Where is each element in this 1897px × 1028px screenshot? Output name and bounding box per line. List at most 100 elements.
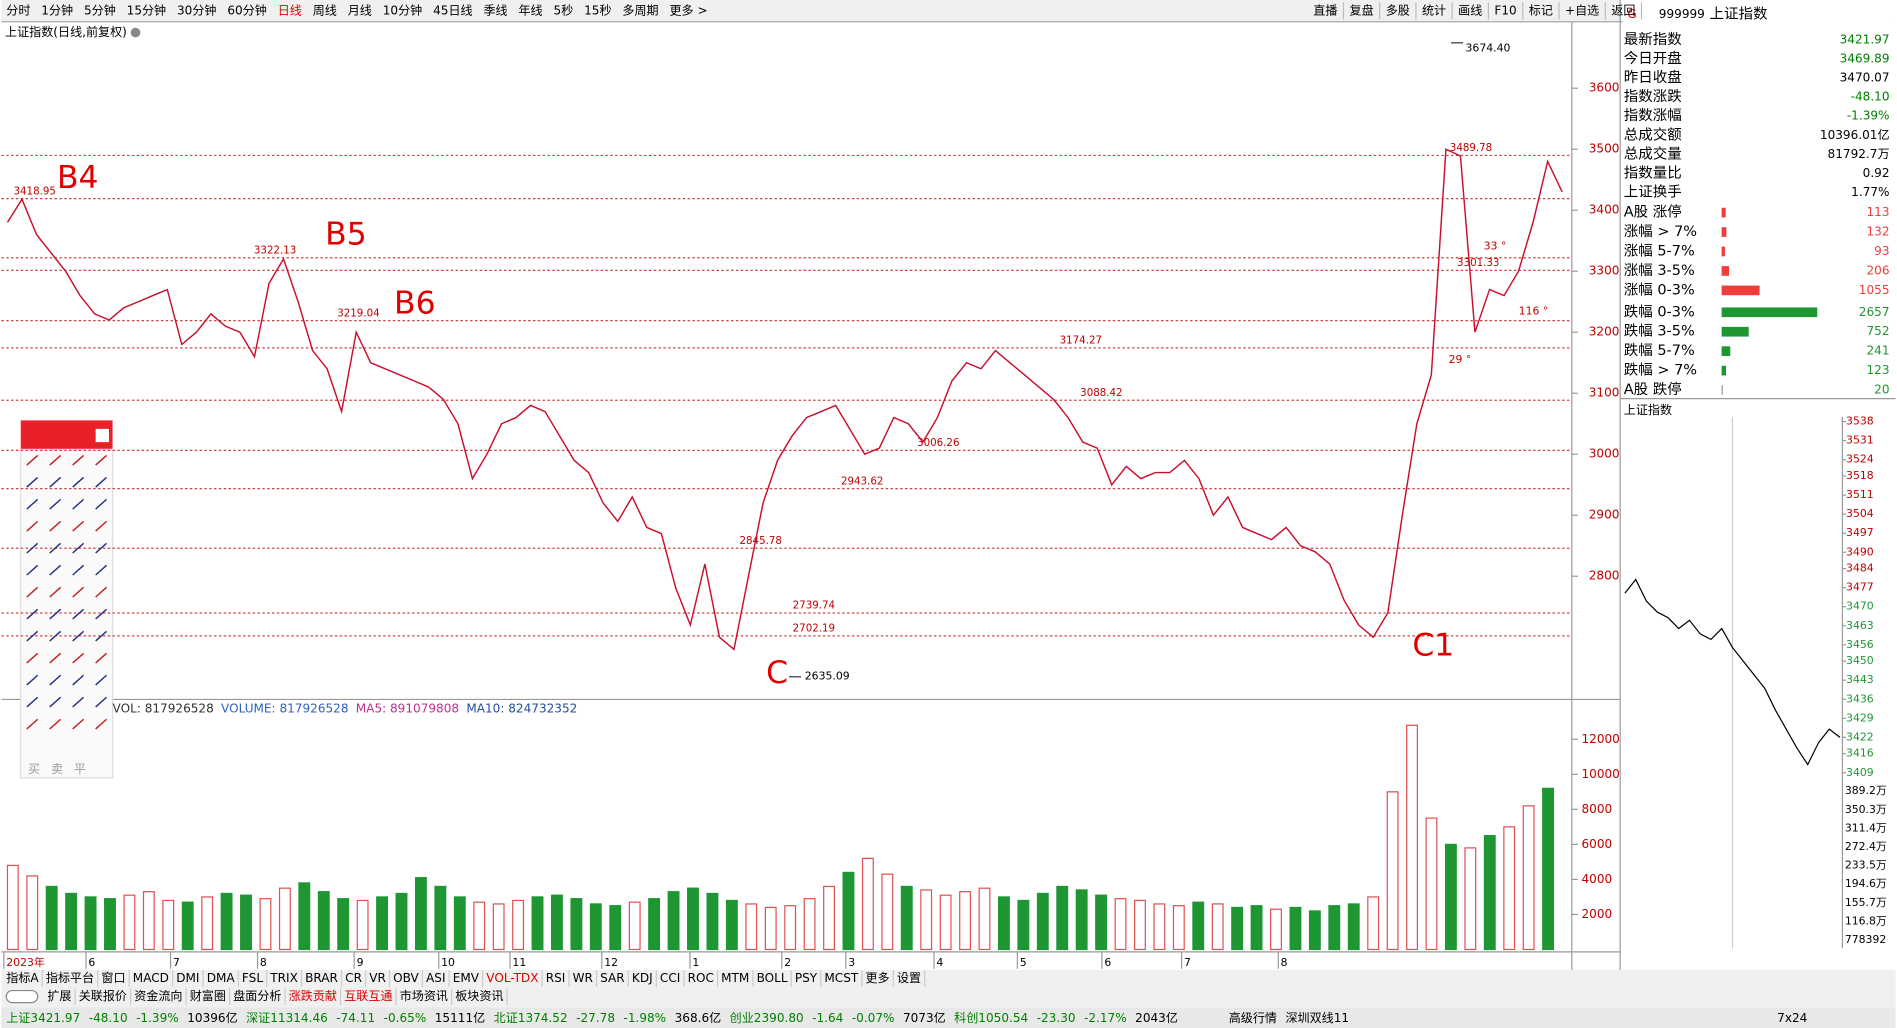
draw-tool[interactable] (72, 586, 85, 598)
period-tab[interactable]: 5分钟 (84, 2, 116, 17)
indicator-tab[interactable]: ROC (688, 971, 714, 985)
info-tab[interactable]: 板块资讯 (455, 989, 503, 1003)
draw-tool[interactable] (95, 608, 108, 620)
period-tab[interactable]: 月线 (348, 3, 372, 17)
draw-tool[interactable] (95, 564, 108, 576)
indicator-tab[interactable]: 指标A (6, 970, 39, 985)
draw-tool[interactable] (49, 718, 62, 730)
draw-tool[interactable] (26, 696, 39, 708)
draw-tool[interactable] (72, 498, 85, 510)
tool-button[interactable]: 画线 (1458, 3, 1482, 17)
info-tab[interactable]: 财富圈 (190, 988, 226, 1003)
draw-tool[interactable] (72, 718, 85, 730)
indicator-tab[interactable]: 窗口 (101, 971, 125, 985)
indicator-tab[interactable]: MACD (133, 971, 169, 985)
draw-tool[interactable] (26, 630, 39, 642)
draw-tool[interactable] (26, 586, 39, 598)
tool-button[interactable]: 返回 (1611, 3, 1635, 17)
draw-tool[interactable] (49, 630, 62, 642)
draw-tool[interactable] (49, 652, 62, 664)
info-tab[interactable]: 盘面分析 (233, 988, 281, 1003)
period-tab[interactable]: 日线 (278, 3, 302, 17)
info-tab[interactable]: 市场资讯 (400, 988, 448, 1003)
info-tab[interactable]: 互联互通 (344, 989, 392, 1003)
draw-tool[interactable] (49, 586, 62, 598)
draw-tool[interactable] (26, 674, 39, 686)
indicator-tab[interactable]: CR (345, 971, 362, 985)
indicator-tab[interactable]: 指标平台 (46, 970, 94, 985)
draw-tool[interactable] (95, 520, 108, 532)
period-tab[interactable]: 45日线 (433, 3, 472, 17)
tool-button[interactable]: 复盘 (1350, 2, 1374, 17)
draw-tool[interactable] (26, 454, 39, 466)
draw-tool[interactable] (26, 718, 39, 730)
draw-tool[interactable] (26, 520, 39, 532)
draw-tool[interactable] (26, 498, 39, 510)
period-tab[interactable]: 更多 > (669, 3, 707, 17)
draw-tool[interactable] (95, 542, 108, 554)
indicator-tab[interactable]: VR (369, 971, 386, 985)
indicator-tab[interactable]: WR (573, 971, 594, 985)
info-tab[interactable]: 涨跌贡献 (289, 988, 337, 1003)
period-tab[interactable]: 周线 (313, 3, 337, 17)
draw-tool[interactable] (95, 476, 108, 488)
palette-action[interactable]: 平 (74, 762, 86, 776)
info-tab[interactable]: 扩展 (47, 989, 71, 1003)
indicator-tab[interactable]: MCST (824, 971, 858, 985)
draw-tool[interactable] (72, 454, 85, 466)
indicator-tab[interactable]: BRAR (305, 971, 338, 985)
draw-tool[interactable] (72, 696, 85, 708)
indicator-tab[interactable]: OBV (393, 971, 419, 985)
indicator-tab[interactable]: DMI (176, 971, 199, 985)
draw-tool[interactable] (95, 696, 108, 708)
indicator-tab[interactable]: KDJ (632, 971, 653, 985)
draw-tool[interactable] (49, 542, 62, 554)
draw-tool[interactable] (26, 608, 39, 620)
period-tab[interactable]: 1分钟 (41, 2, 73, 17)
period-tab[interactable]: 15分钟 (127, 2, 166, 17)
draw-tool[interactable] (72, 652, 85, 664)
draw-tool[interactable] (72, 476, 85, 488)
draw-tool[interactable] (95, 652, 108, 664)
draw-tool[interactable] (95, 498, 108, 510)
draw-tool[interactable] (49, 608, 62, 620)
draw-tool[interactable] (72, 608, 85, 620)
tool-button[interactable]: 多股 (1386, 3, 1410, 17)
draw-tool[interactable] (49, 696, 62, 708)
indicator-tab[interactable]: ASI (426, 971, 445, 985)
palette-action[interactable]: 买 (28, 762, 40, 776)
draw-tool[interactable] (49, 476, 62, 488)
draw-tool[interactable] (95, 586, 108, 598)
info-tab[interactable]: 资金流向 (134, 988, 182, 1003)
draw-tool[interactable] (26, 652, 39, 664)
indicator-tab[interactable]: BOLL (757, 971, 788, 985)
toggle[interactable] (5, 989, 39, 1004)
period-tab[interactable]: 分时 (6, 3, 30, 17)
tool-button[interactable]: 标记 (1529, 3, 1553, 17)
info-tab[interactable]: 关联报价 (79, 988, 127, 1003)
draw-tool[interactable] (49, 564, 62, 576)
period-tab[interactable]: 30分钟 (177, 2, 216, 17)
draw-tool[interactable] (49, 520, 62, 532)
draw-tool[interactable] (26, 564, 39, 576)
indicator-tab[interactable]: EMV (453, 971, 480, 985)
palette-action[interactable]: 卖 (51, 762, 63, 776)
draw-tool[interactable] (72, 674, 85, 686)
draw-tool[interactable] (49, 674, 62, 686)
settings-icon[interactable] (130, 27, 141, 38)
draw-tool[interactable] (95, 454, 108, 466)
draw-tool[interactable] (72, 542, 85, 554)
indicator-tab[interactable]: 设置 (897, 971, 921, 985)
indicator-tab[interactable]: SAR (600, 971, 625, 985)
tool-button[interactable]: 统计 (1422, 3, 1446, 17)
indicator-tab[interactable]: VOL-TDX (486, 971, 538, 985)
draw-tool[interactable] (72, 564, 85, 576)
draw-tool[interactable] (26, 542, 39, 554)
tool-button[interactable]: F10 (1494, 3, 1516, 17)
indicator-tab[interactable]: MTM (721, 971, 749, 985)
palette-close[interactable] (95, 428, 109, 443)
draw-tool[interactable] (49, 454, 62, 466)
period-tab[interactable]: 年线 (518, 3, 542, 17)
indicator-tab[interactable]: 更多 (866, 971, 890, 985)
period-tab[interactable]: 10分钟 (383, 2, 422, 17)
